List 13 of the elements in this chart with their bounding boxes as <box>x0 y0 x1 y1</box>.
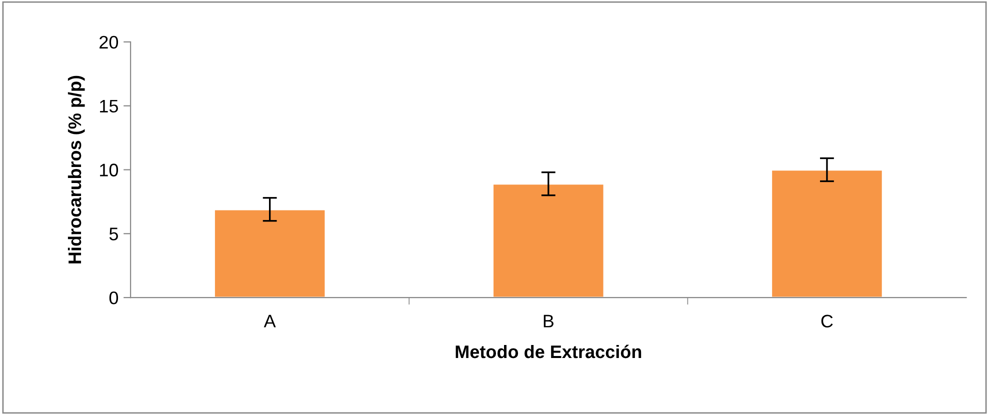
x-tick-label: A <box>264 314 276 328</box>
x-tick-label: B <box>544 314 554 328</box>
bar <box>213 208 326 298</box>
bar <box>770 168 884 298</box>
x-tick-label: C <box>821 314 833 328</box>
bar <box>492 182 605 298</box>
y-tick-label: 15 <box>100 100 118 113</box>
y-tick-label: 20 <box>100 36 118 49</box>
y-tick-label: 0 <box>109 291 118 304</box>
y-axis-title: Hidrocarubros (% p/p) <box>68 76 85 264</box>
y-tick-label: 10 <box>100 164 118 176</box>
y-tick-label: 5 <box>109 228 118 240</box>
x-axis-title: Metodo de Extracción <box>456 344 642 358</box>
